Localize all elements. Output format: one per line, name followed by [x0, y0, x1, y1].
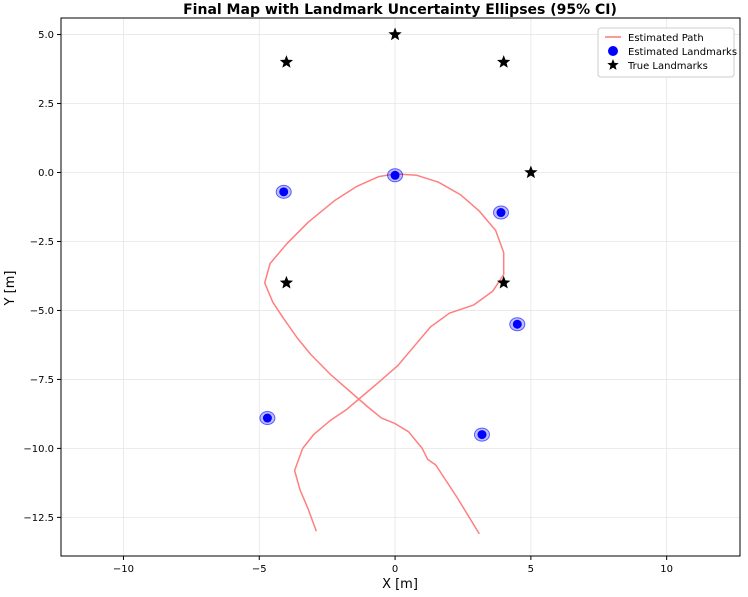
- y-tick-label: −10.0: [23, 444, 54, 455]
- chart-title: Final Map with Landmark Uncertainty Elli…: [183, 2, 617, 18]
- estimated-landmark-point: [262, 413, 272, 423]
- true-landmark-star: [279, 55, 294, 68]
- y-tick-label: −5.0: [30, 306, 54, 317]
- legend-marker-estimated-landmarks: [608, 46, 618, 56]
- legend: Estimated Path Estimated Landmarks True …: [597, 27, 737, 78]
- true-landmark-star: [524, 165, 538, 179]
- true-landmark-star: [497, 275, 511, 289]
- x-tick-label: 5: [528, 564, 534, 575]
- estimated-path: [263, 173, 505, 535]
- x-tick-label: −10: [113, 564, 134, 575]
- y-axis-ticks: 5.0 2.5 0.0 −2.5 −5.0 −7.5 −10.0 −12.5: [23, 30, 61, 524]
- y-tick-label: −7.5: [30, 375, 54, 386]
- estimated-landmark-point: [279, 187, 289, 197]
- x-tick-label: −5: [252, 564, 267, 575]
- true-landmark-star: [388, 27, 402, 41]
- estimated-landmark-point: [477, 430, 487, 440]
- legend-label-true-landmarks: True Landmarks: [627, 61, 708, 72]
- markers: [262, 27, 538, 440]
- x-axis-label: X [m]: [382, 577, 418, 592]
- true-landmark-star: [279, 275, 294, 289]
- y-tick-label: 2.5: [38, 99, 54, 110]
- x-tick-label: 10: [660, 564, 673, 575]
- estimated-path-line: [263, 173, 505, 535]
- estimated-landmark-point: [512, 319, 522, 329]
- legend-box: [597, 27, 735, 78]
- legend-marker-true-landmarks: [607, 59, 619, 70]
- true-landmark-star: [497, 55, 511, 68]
- estimated-landmark-point: [390, 170, 400, 180]
- y-tick-label: 5.0: [38, 30, 54, 41]
- legend-label-estimated-landmarks: Estimated Landmarks: [628, 47, 737, 58]
- y-tick-label: −12.5: [23, 513, 54, 524]
- grid: [61, 18, 740, 556]
- plot-frame: [60, 17, 741, 557]
- x-tick-label: 0: [392, 564, 398, 575]
- y-axis-label: Y [m]: [3, 271, 18, 307]
- y-tick-label: 0.0: [38, 168, 54, 179]
- x-axis-ticks: −10 −5 0 5 10: [113, 556, 673, 575]
- y-tick-label: −2.5: [30, 237, 54, 248]
- estimated-landmark-point: [496, 208, 506, 218]
- legend-label-estimated-path: Estimated Path: [628, 33, 704, 44]
